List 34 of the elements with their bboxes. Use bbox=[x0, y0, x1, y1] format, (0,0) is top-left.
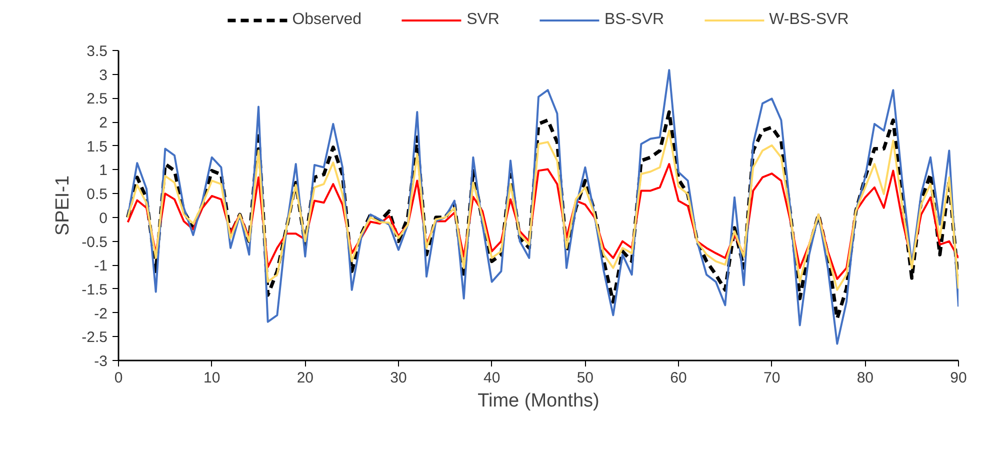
y-tick-label: -3 bbox=[94, 353, 108, 370]
x-tick-label: 90 bbox=[950, 370, 967, 386]
x-tick-label: 10 bbox=[203, 370, 220, 386]
x-tick-label: 60 bbox=[670, 370, 687, 386]
x-axis-title: Time (Months) bbox=[478, 390, 600, 412]
y-tick-label: 0.5 bbox=[86, 186, 108, 204]
x-tick-label: 80 bbox=[856, 370, 874, 386]
y-axis-title: SPEI-1 bbox=[52, 175, 74, 236]
x-tick-label: 70 bbox=[763, 370, 780, 386]
x-tick-label: 20 bbox=[296, 370, 314, 386]
legend-label: W-BS-SVR bbox=[769, 11, 849, 29]
y-tick-label: 3 bbox=[99, 66, 108, 84]
x-tick-label: 30 bbox=[390, 370, 407, 386]
legend-label: SVR bbox=[466, 11, 500, 29]
y-tick-label: -1.5 bbox=[82, 281, 108, 298]
line-series bbox=[126, 163, 958, 280]
y-tick-label: 1.5 bbox=[86, 138, 108, 156]
y-tick-label: -2 bbox=[94, 305, 108, 322]
y-tick-label: -0.5 bbox=[82, 234, 108, 251]
line-series bbox=[126, 130, 958, 291]
x-tick-label: 40 bbox=[483, 370, 500, 386]
legend-label: Observed bbox=[292, 11, 362, 29]
x-tick-label: 0 bbox=[114, 370, 123, 386]
y-tick-label: 2.5 bbox=[86, 90, 108, 108]
y-tick-label: 0 bbox=[99, 210, 108, 227]
y-tick-label: -1 bbox=[94, 258, 108, 275]
y-tick-label: 3.5 bbox=[86, 43, 108, 60]
line-series bbox=[126, 110, 958, 320]
y-tick-label: 2 bbox=[99, 114, 108, 132]
line-series bbox=[126, 69, 958, 345]
y-tick-label: -2.5 bbox=[82, 329, 108, 346]
legend-label: BS-SVR bbox=[604, 11, 664, 29]
x-tick-label: 50 bbox=[576, 370, 594, 386]
y-tick-label: 1 bbox=[99, 162, 108, 180]
